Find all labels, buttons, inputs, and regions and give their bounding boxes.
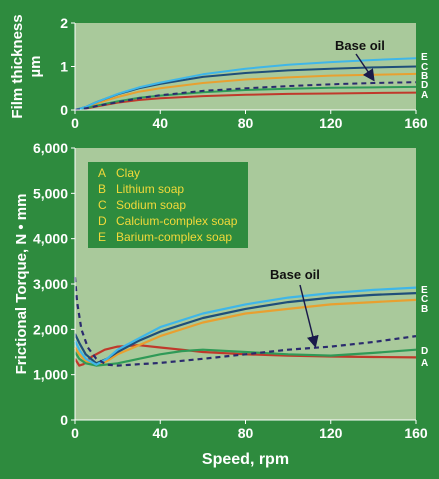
x-tick-label: 0 (71, 425, 79, 441)
legend-box (88, 162, 248, 248)
legend-key-b: B (98, 182, 106, 196)
x-tick-label: 160 (404, 115, 428, 131)
x-tick-label: 160 (404, 425, 428, 441)
end-label-c: C (421, 294, 428, 305)
legend-label: Barium-complex soap (116, 230, 232, 244)
series-line-base-oil-0 (74, 81, 417, 111)
end-label-d: D (421, 80, 428, 91)
end-label-e: E (421, 52, 428, 63)
annotation-arrow (299, 284, 319, 348)
y-tick-label: 3,000 (33, 276, 68, 292)
series-line-e-0 (74, 57, 417, 111)
x-tick-label: 80 (238, 425, 254, 441)
end-label-b: B (421, 304, 428, 315)
x-tick-label: 40 (152, 115, 168, 131)
series-line-b-1 (74, 298, 417, 367)
x-axis-title: Speed, rpm (202, 451, 289, 468)
y-tick-label: 1,000 (33, 367, 68, 383)
x-tick-label: 80 (238, 115, 254, 131)
y-axis-title: Film thickness (9, 14, 26, 118)
end-label-e: E (421, 285, 428, 296)
legend-key-a: A (98, 166, 106, 180)
annotation-arrow (355, 53, 375, 82)
end-label-a: A (421, 358, 428, 369)
end-label-a: A (421, 90, 428, 101)
y-axis-unit: µm (27, 56, 44, 78)
x-tick-label: 40 (152, 425, 168, 441)
end-label-c: C (421, 62, 428, 73)
series-line-c-1 (74, 292, 417, 365)
series-line-d-1 (74, 348, 417, 367)
legend-key-d: D (98, 214, 107, 228)
y-axis-title: Frictional Torque, N • mm (13, 194, 30, 375)
annotation-base-oil: Base oil (270, 267, 320, 282)
y-tick-label: 6,000 (33, 140, 68, 156)
end-label-b: B (421, 71, 428, 82)
x-tick-label: 120 (319, 115, 343, 131)
legend-label: Calcium-complex soap (116, 214, 238, 228)
x-tick-label: 0 (71, 115, 79, 131)
y-tick-label: 0 (60, 412, 68, 428)
legend-label: Sodium soap (116, 198, 186, 212)
y-tick-label: 0 (60, 102, 68, 118)
y-tick-label: 5,000 (33, 185, 68, 201)
y-tick-label: 4,000 (33, 231, 68, 247)
y-tick-label: 2,000 (33, 321, 68, 337)
end-label-d: D (421, 346, 428, 357)
legend-label: Lithium soap (116, 182, 184, 196)
legend-label: Clay (116, 166, 140, 180)
series-line-e-1 (74, 286, 417, 366)
legend-key-e: E (98, 230, 106, 244)
x-tick-label: 120 (319, 425, 343, 441)
y-tick-label: 2 (60, 15, 68, 31)
legend-key-c: C (98, 198, 107, 212)
annotation-base-oil: Base oil (335, 38, 385, 53)
y-tick-label: 1 (60, 59, 68, 75)
series-line-b-0 (74, 72, 417, 111)
